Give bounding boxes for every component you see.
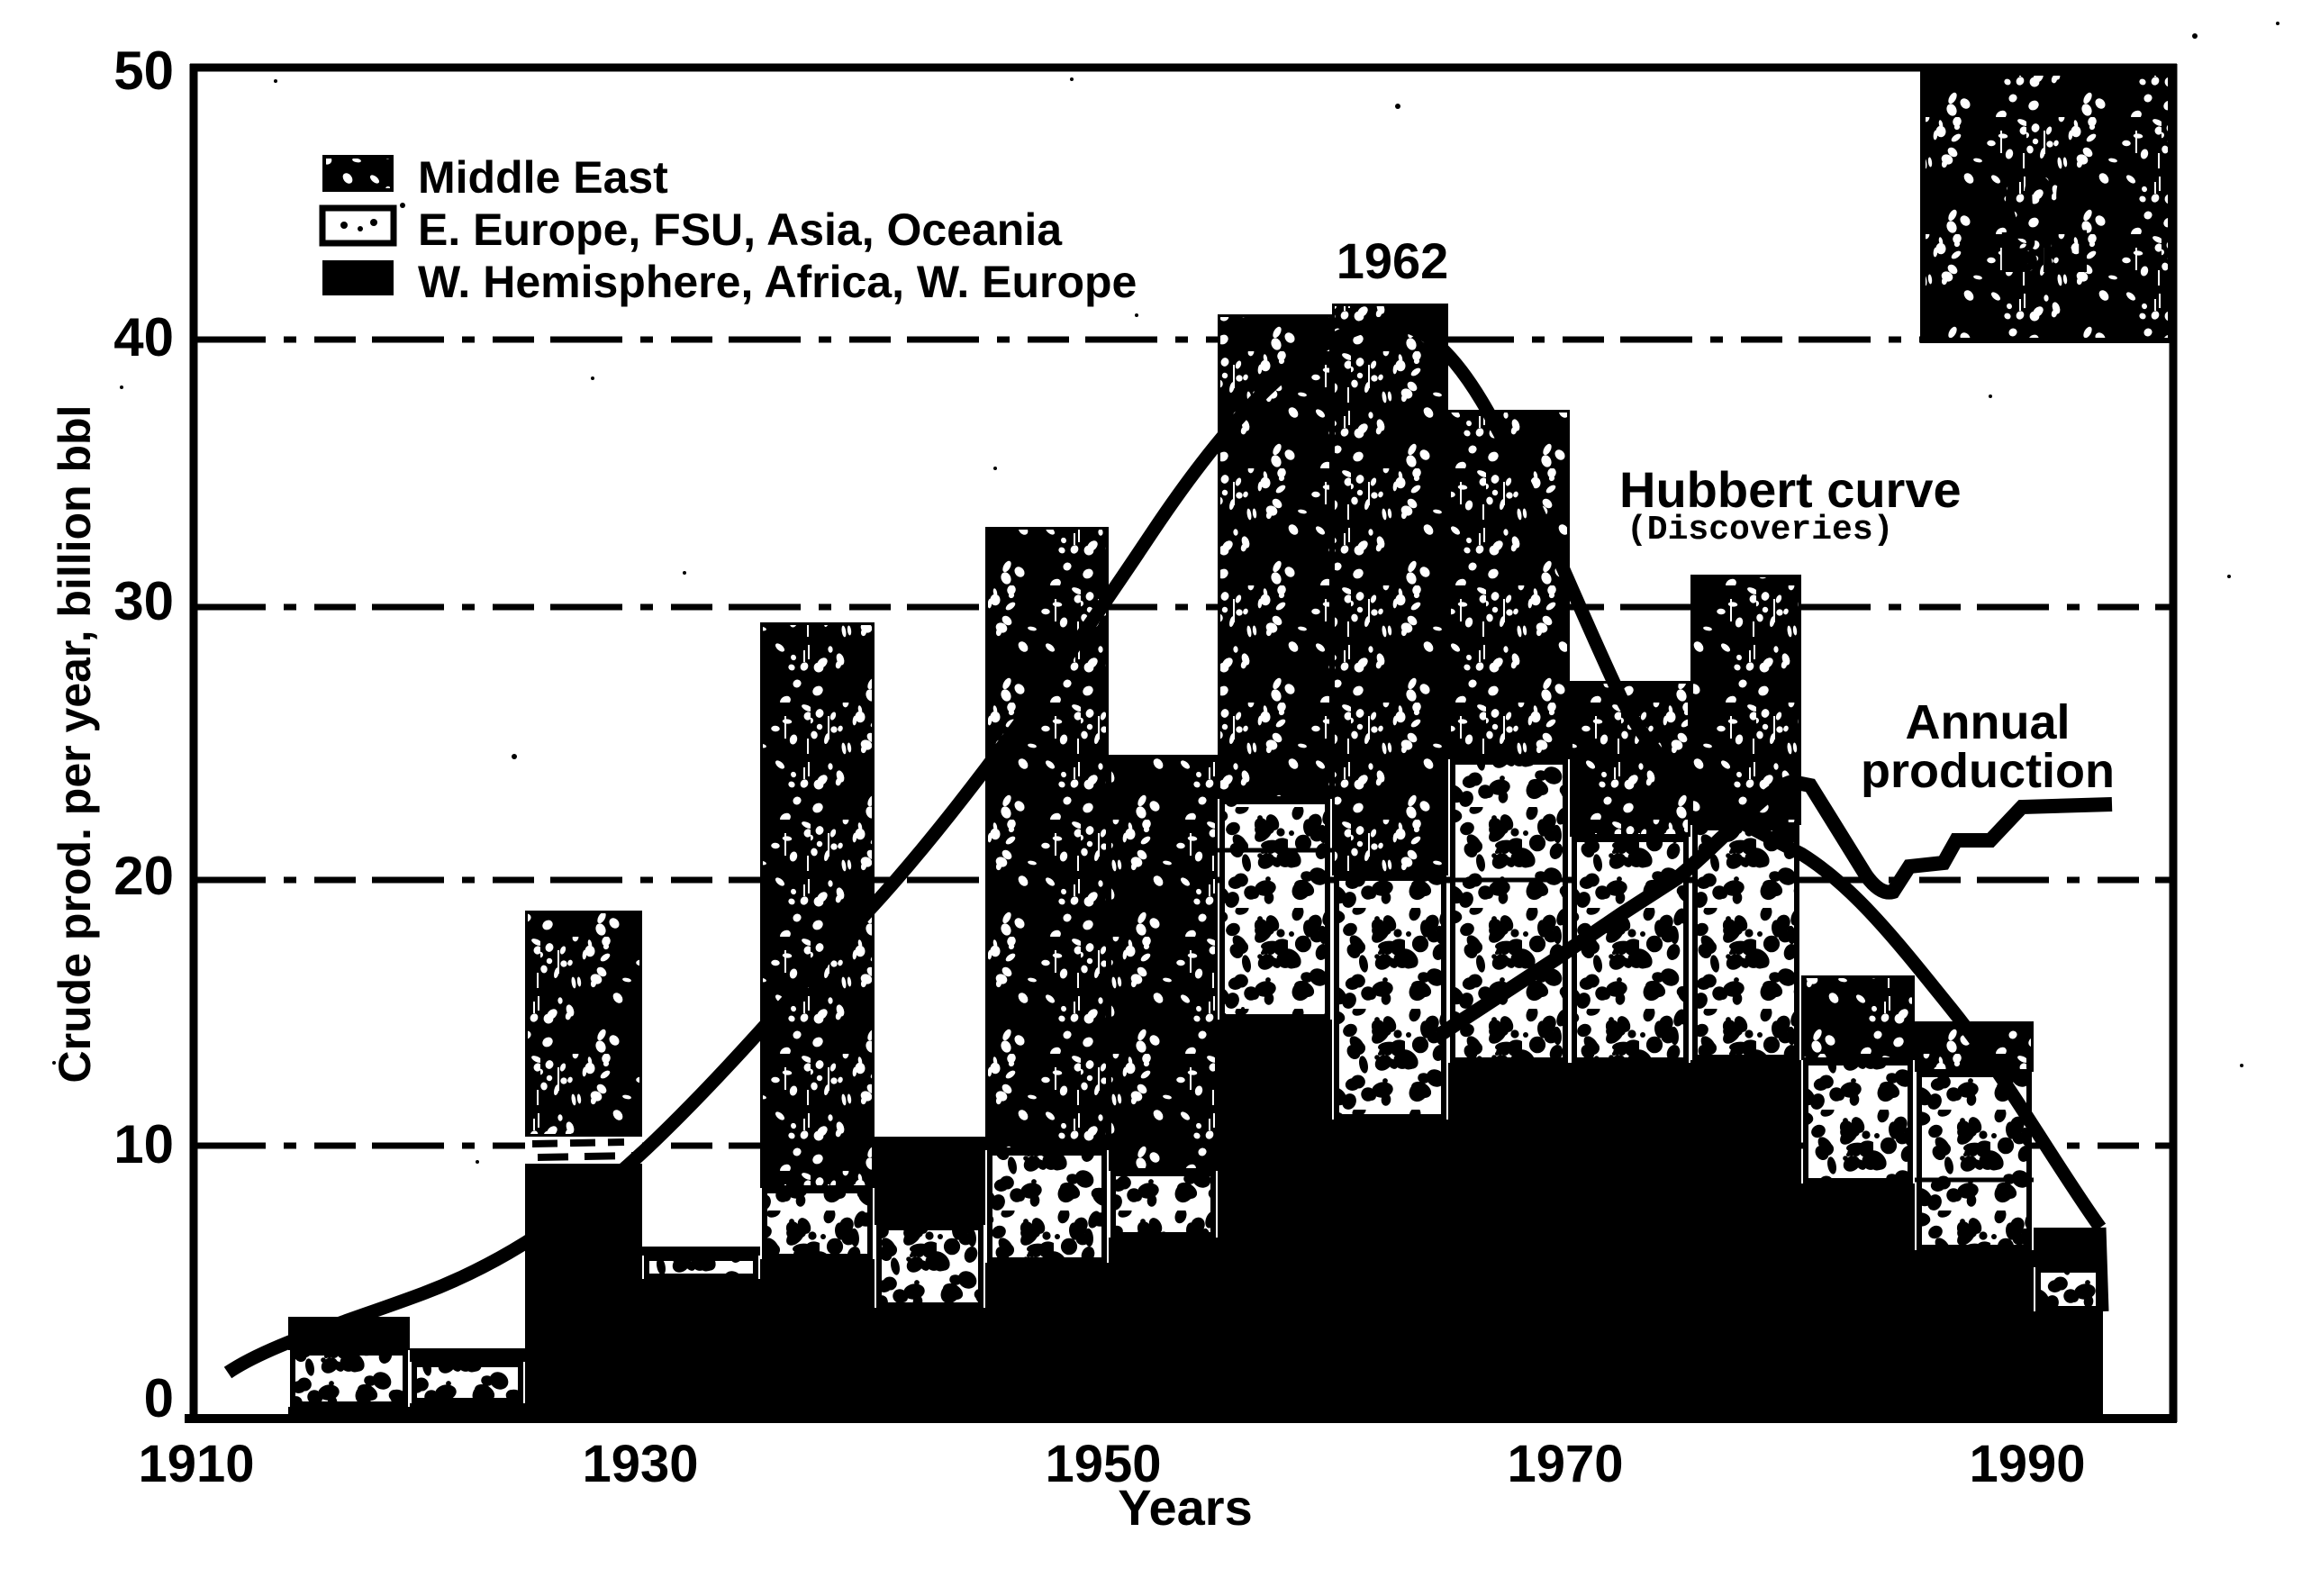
svg-text:Middle East: Middle East (418, 152, 668, 203)
svg-text:Crude prod. per year, billion: Crude prod. per year, billion bbl (50, 405, 100, 1084)
svg-text:Bbl: Bbl (1998, 220, 2090, 285)
svg-text:1990: 1990 (1969, 1435, 2085, 1493)
svg-text:(Discoveries): (Discoveries) (1627, 511, 1893, 549)
svg-text:20: 20 (113, 846, 174, 906)
svg-text:40: 40 (113, 307, 174, 367)
svg-text:(00: (00 (2003, 164, 2087, 229)
svg-text:1950: 1950 (1045, 1435, 1161, 1493)
svg-text:10: 10 (113, 1114, 174, 1174)
svg-text:1930: 1930 (582, 1435, 698, 1493)
svg-text:1962: 1962 (1337, 232, 1449, 289)
svg-text:1910: 1910 (138, 1435, 254, 1493)
svg-text:Hubbert curve: Hubbert curve (1619, 461, 1962, 518)
svg-text:Years: Years (1118, 1479, 1253, 1536)
svg-text:1970: 1970 (1507, 1435, 1623, 1493)
svg-text:50: 50 (113, 41, 174, 101)
svg-text:E. Europe, FSU, Asia, Oceania: E. Europe, FSU, Asia, Oceania (418, 204, 1063, 255)
svg-text:W. Hemisphere, Africa, W. Euro: W. Hemisphere, Africa, W. Europe (418, 257, 1137, 307)
svg-text:0: 0 (144, 1368, 174, 1428)
svg-text:30: 30 (113, 571, 174, 631)
svg-text:production: production (1861, 744, 2115, 798)
svg-text:Annual: Annual (1906, 695, 2071, 749)
